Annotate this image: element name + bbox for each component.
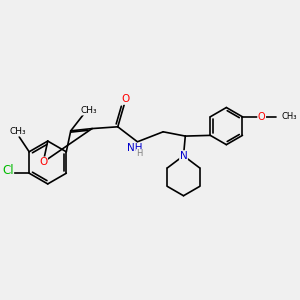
Text: CH₃: CH₃ [80,106,97,115]
Text: CH₃: CH₃ [9,127,26,136]
Text: N: N [180,151,188,161]
Text: CH₃: CH₃ [281,112,297,121]
Text: O: O [258,112,266,122]
Text: O: O [122,94,130,104]
Text: NH: NH [127,143,142,153]
Text: O: O [39,157,47,167]
Text: Cl: Cl [2,164,14,177]
Text: H: H [136,149,142,158]
